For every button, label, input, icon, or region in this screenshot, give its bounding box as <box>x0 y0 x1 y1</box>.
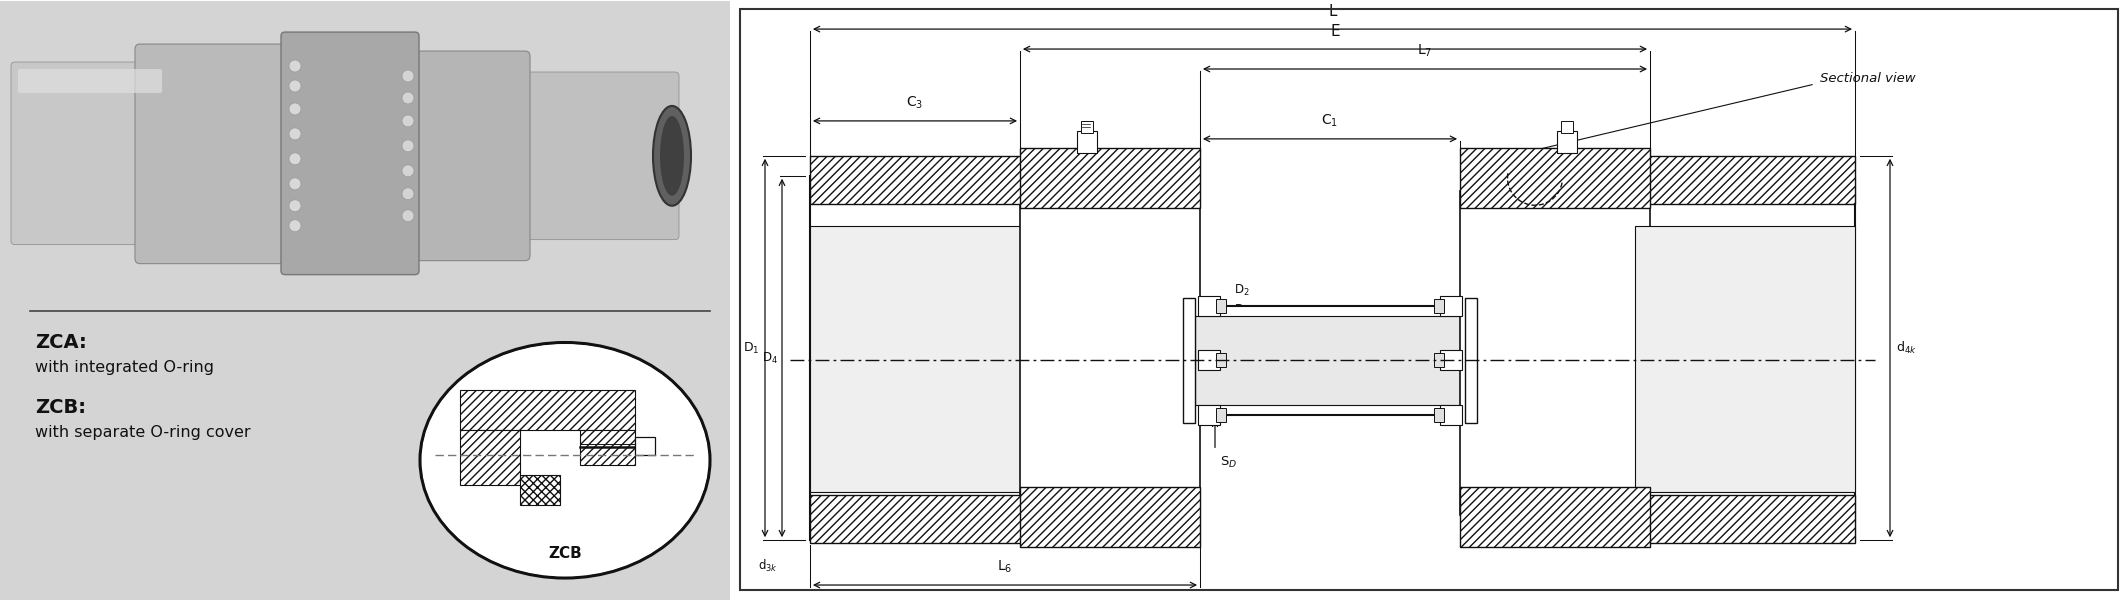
Bar <box>1020 148 1199 208</box>
Text: ZCB:: ZCB: <box>34 398 85 418</box>
Text: S$_D$: S$_D$ <box>1220 455 1237 470</box>
Text: D$_4$: D$_4$ <box>761 350 778 365</box>
Circle shape <box>402 188 415 200</box>
Bar <box>1080 121 1093 133</box>
Text: C$_3$: C$_3$ <box>906 95 923 111</box>
Text: C$_1$: C$_1$ <box>1322 112 1339 129</box>
Bar <box>1435 299 1444 313</box>
Bar <box>636 437 655 455</box>
Bar <box>1439 296 1463 316</box>
Text: L$_7$: L$_7$ <box>1418 43 1433 59</box>
Bar <box>1216 353 1227 367</box>
Text: with separate O-ring cover: with separate O-ring cover <box>34 425 251 440</box>
Bar <box>1020 148 1199 208</box>
Bar <box>1639 156 1856 204</box>
Text: L$_6$: L$_6$ <box>997 559 1012 575</box>
Circle shape <box>289 80 302 92</box>
Ellipse shape <box>421 343 710 578</box>
Bar <box>810 226 1046 492</box>
Ellipse shape <box>653 106 691 206</box>
Text: with integrated O-ring: with integrated O-ring <box>34 361 215 376</box>
Circle shape <box>289 103 302 115</box>
Bar <box>1461 148 1650 208</box>
Circle shape <box>402 165 415 177</box>
Bar <box>1635 226 1856 492</box>
Bar <box>1556 131 1577 153</box>
Bar <box>1639 176 1856 540</box>
Bar <box>810 176 1040 540</box>
Circle shape <box>289 153 302 165</box>
Circle shape <box>402 140 415 152</box>
Text: ZCB: ZCB <box>549 545 583 560</box>
Bar <box>810 495 1040 543</box>
Circle shape <box>402 115 415 127</box>
Bar <box>740 9 2117 590</box>
Text: d$_{3k}$: d$_{3k}$ <box>759 558 778 574</box>
Circle shape <box>402 210 415 222</box>
Text: D$_2$: D$_2$ <box>1233 283 1250 298</box>
Bar <box>1639 156 1856 204</box>
Bar <box>810 156 1040 204</box>
Bar <box>459 430 521 485</box>
Circle shape <box>289 200 302 212</box>
Bar <box>1020 487 1199 547</box>
FancyBboxPatch shape <box>389 51 529 260</box>
Bar <box>1197 350 1220 370</box>
Text: E: E <box>1331 24 1339 39</box>
Bar <box>1465 298 1478 424</box>
FancyBboxPatch shape <box>11 62 168 245</box>
Bar <box>1078 131 1097 153</box>
Bar <box>1020 191 1199 515</box>
Bar <box>1020 487 1199 547</box>
Bar <box>1439 406 1463 425</box>
FancyBboxPatch shape <box>17 69 162 93</box>
Circle shape <box>289 220 302 232</box>
Bar <box>1461 148 1650 208</box>
Bar <box>1439 350 1463 370</box>
Bar <box>1182 298 1195 424</box>
Text: Sectional view: Sectional view <box>1820 73 1916 85</box>
Bar <box>1560 121 1573 133</box>
Bar <box>521 475 559 505</box>
Ellipse shape <box>421 344 708 576</box>
Bar <box>810 495 1040 543</box>
Bar <box>1639 495 1856 543</box>
Bar <box>1216 409 1227 422</box>
Bar <box>1461 487 1650 547</box>
Circle shape <box>289 178 302 190</box>
FancyBboxPatch shape <box>281 32 419 275</box>
FancyBboxPatch shape <box>134 44 310 263</box>
Bar <box>1461 191 1650 515</box>
Circle shape <box>289 128 302 140</box>
Bar <box>729 1 2126 600</box>
Bar <box>1197 296 1220 316</box>
Bar <box>1639 495 1856 543</box>
Ellipse shape <box>659 116 685 196</box>
Bar <box>459 391 636 430</box>
Bar <box>0 1 729 600</box>
Text: D$_1$: D$_1$ <box>742 340 759 356</box>
Bar <box>1197 406 1220 425</box>
Bar <box>1195 305 1465 415</box>
Text: ZCA:: ZCA: <box>34 332 87 352</box>
Bar <box>580 430 636 465</box>
Text: L: L <box>1329 4 1337 19</box>
Bar <box>1195 316 1465 406</box>
Bar <box>1461 487 1650 547</box>
Text: d$_{4k}$: d$_{4k}$ <box>1896 340 1918 356</box>
FancyBboxPatch shape <box>502 72 678 239</box>
Bar <box>810 156 1040 204</box>
Bar <box>1216 299 1227 313</box>
Text: D$_6$: D$_6$ <box>1233 302 1250 317</box>
Circle shape <box>289 60 302 72</box>
Bar <box>1435 353 1444 367</box>
Circle shape <box>402 70 415 82</box>
Text: d$_{1k}$: d$_{1k}$ <box>1233 352 1254 368</box>
Circle shape <box>402 92 415 104</box>
Bar <box>1435 409 1444 422</box>
